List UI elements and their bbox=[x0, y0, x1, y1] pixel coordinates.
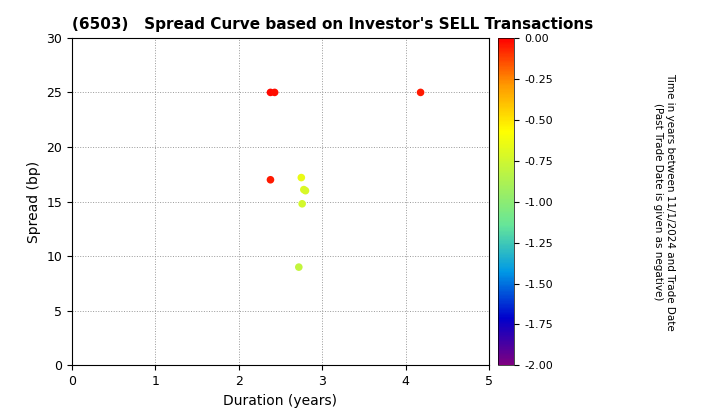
Point bbox=[265, 176, 276, 183]
Y-axis label: Spread (bp): Spread (bp) bbox=[27, 160, 41, 243]
X-axis label: Duration (years): Duration (years) bbox=[223, 394, 338, 408]
Y-axis label: Time in years between 11/1/2024 and Trade Date
(Past Trade Date is given as nega: Time in years between 11/1/2024 and Trad… bbox=[653, 73, 675, 331]
Point bbox=[265, 89, 276, 96]
Point bbox=[300, 187, 311, 194]
Point bbox=[415, 89, 426, 96]
Point bbox=[295, 174, 307, 181]
Point bbox=[297, 200, 308, 207]
Text: (6503)   Spread Curve based on Investor's SELL Transactions: (6503) Spread Curve based on Investor's … bbox=[72, 18, 593, 32]
Point bbox=[293, 264, 305, 270]
Point bbox=[298, 186, 310, 193]
Point bbox=[269, 89, 280, 96]
